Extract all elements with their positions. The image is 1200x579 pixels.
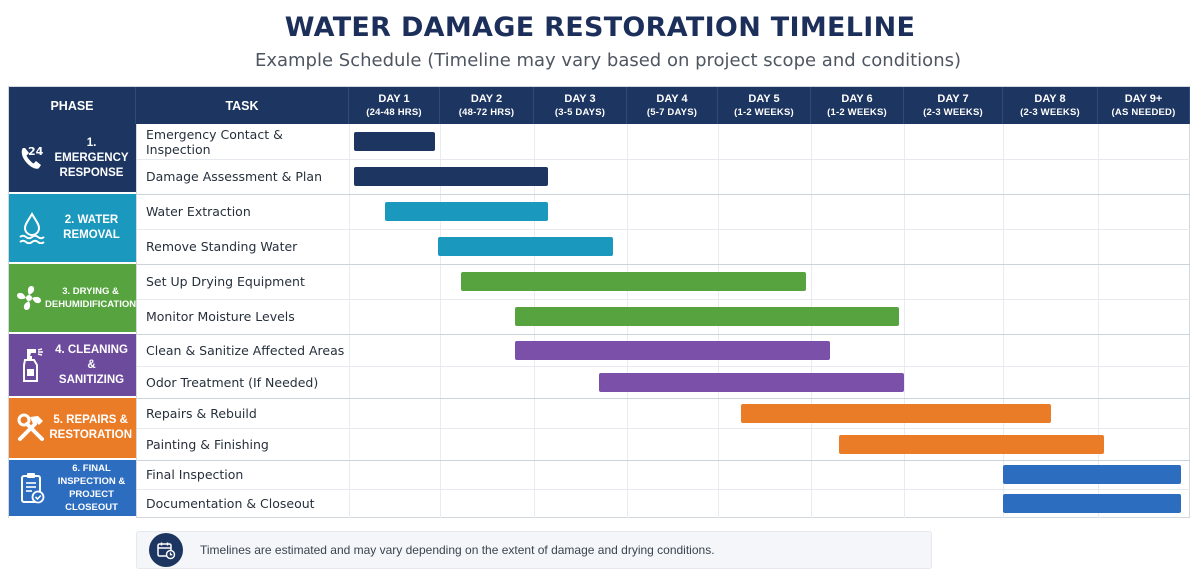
task-label: Repairs & Rebuild <box>146 405 257 421</box>
task-label: Water Extraction <box>146 204 251 219</box>
spray-bottle-icon <box>9 347 51 383</box>
day-range-label: (24-48 HRS) <box>366 107 422 118</box>
task-label: Remove Standing Water <box>146 239 298 254</box>
footnote: Timelines are estimated and may vary dep… <box>136 531 932 569</box>
day-column-header: DAY 4 (5-7 DAYS) <box>627 87 718 124</box>
phase-cell: 24 1. EMERGENCY RESPONSE <box>9 124 136 194</box>
grid-row-line <box>137 229 1190 230</box>
clipboard-check-icon <box>9 471 51 505</box>
day-column-header: DAY 7 (2-3 WEEKS) <box>904 87 1003 124</box>
phase-cell: 4. CLEANING & SANITIZING <box>9 334 136 398</box>
day-label: DAY 8 <box>1034 93 1066 105</box>
day-range-label: (1-2 WEEKS) <box>734 107 794 118</box>
svg-text:24: 24 <box>28 145 44 158</box>
phase-label: 6. FINAL INSPECTION & PROJECT CLOSEOUT <box>57 463 126 513</box>
gantt-bar <box>460 272 807 291</box>
task-label: Odor Treatment (If Needed) <box>146 374 319 390</box>
day-range-label: (3-5 DAYS) <box>554 107 606 118</box>
day-column-header: DAY 2 (48-72 HRS) <box>440 87 534 124</box>
grid-column-line <box>904 124 905 518</box>
gantt-bar <box>515 340 830 360</box>
grid-row-line <box>137 366 1190 367</box>
phase-cell: 5. REPAIRS & RESTORATION <box>9 398 136 460</box>
task-label: Set Up Drying Equipment <box>146 274 305 289</box>
grid-column-line <box>1098 124 1099 518</box>
grid-column-line <box>440 124 441 518</box>
day-label: DAY 2 <box>470 93 503 105</box>
page-subtitle: Example Schedule (Timeline may vary base… <box>254 50 962 71</box>
day-column-header: DAY 1 (24-48 HRS) <box>349 87 440 124</box>
grid-row-line <box>137 159 1190 160</box>
day-range-label: (AS NEEDED) <box>1111 107 1176 118</box>
footnote-text: Timelines are estimated and may vary dep… <box>200 543 715 557</box>
fan-icon <box>9 282 45 314</box>
phase-column-header: PHASE <box>9 87 136 124</box>
phase-label: 4. CLEANING & SANITIZING <box>55 343 128 386</box>
gantt-bar <box>599 372 904 392</box>
day-range-label: (1-2 WEEKS) <box>827 107 887 118</box>
day-column-header: DAY 6 (1-2 WEEKS) <box>811 87 904 124</box>
grid-row-line <box>137 334 1190 335</box>
grid-row-line <box>137 489 1190 490</box>
task-label: Painting & Finishing <box>146 436 269 452</box>
grid-row-line <box>137 299 1190 300</box>
phone-24-icon: 24 <box>9 142 51 174</box>
day-label: DAY 1 <box>378 93 410 105</box>
day-range-label: (2-3 WEEKS) <box>1020 107 1080 118</box>
task-label: Clean & Sanitize Affected Areas <box>146 342 345 358</box>
gantt-bar <box>438 237 614 256</box>
gantt-bar <box>353 132 436 151</box>
gantt-bar <box>353 167 548 186</box>
gantt-bar <box>1003 494 1181 513</box>
task-label: Monitor Moisture Levels <box>146 309 295 324</box>
day-label: DAY 9+ <box>1124 93 1163 105</box>
phase-label: 1. EMERGENCY RESPONSE <box>54 136 129 179</box>
day-range-label: (2-3 WEEKS) <box>923 107 983 118</box>
day-column-header: DAY 5 (1-2 WEEKS) <box>718 87 811 124</box>
phase-cell: 2. WATER REMOVAL <box>9 194 136 264</box>
gantt-bar <box>741 403 1051 423</box>
grid-row-line <box>137 460 1190 461</box>
grid-row-line <box>137 428 1190 429</box>
day-label: DAY 3 <box>564 93 596 105</box>
water-drop-icon <box>9 212 51 244</box>
phase-cell: 3. DRYING & DEHUMIDIFICATION <box>9 264 136 334</box>
task-label: Final Inspection <box>146 467 244 482</box>
task-label: Damage Assessment & Plan <box>146 169 322 184</box>
phase-cell: 6. FINAL INSPECTION & PROJECT CLOSEOUT <box>9 460 136 518</box>
day-label: DAY 7 <box>937 93 969 105</box>
day-column-header: DAY 9+ (AS NEEDED) <box>1098 87 1190 124</box>
hammer-wrench-icon <box>9 412 49 444</box>
task-label: Emergency Contact & Inspection <box>146 126 283 157</box>
calendar-clock-icon <box>149 533 183 567</box>
grid-column-line <box>349 124 350 518</box>
task-column-divider <box>136 124 137 518</box>
day-range-label: (5-7 DAYS) <box>646 107 698 118</box>
day-column-header: DAY 3 (3-5 DAYS) <box>534 87 627 124</box>
gantt-bar <box>1003 465 1181 484</box>
grid-column-line <box>1003 124 1004 518</box>
phase-label: 2. WATER REMOVAL <box>63 214 120 241</box>
gantt-bar <box>515 307 900 326</box>
phase-label: 5. REPAIRS & RESTORATION <box>49 414 132 441</box>
phase-label: 3. DRYING & DEHUMIDIFICATION <box>45 286 137 310</box>
page-title: WATER DAMAGE RESTORATION TIMELINE <box>284 12 916 43</box>
gantt-bar <box>838 434 1105 454</box>
day-label: DAY 5 <box>748 93 780 105</box>
grid-row-line <box>137 264 1190 265</box>
timeline-grid: PHASE TASK DAY 1 (24-48 HRS) DAY 2 (48-72 H… <box>8 86 1190 518</box>
day-column-header: DAY 8 (2-3 WEEKS) <box>1003 87 1098 124</box>
day-label: DAY 4 <box>656 93 688 105</box>
day-label: DAY 6 <box>841 93 873 105</box>
gantt-bar <box>385 202 548 221</box>
day-range-label: (48-72 HRS) <box>458 107 515 118</box>
grid-row-line <box>137 398 1190 399</box>
task-label: Documentation & Closeout <box>146 496 315 511</box>
task-column-header: TASK <box>136 87 349 124</box>
grid-row-line <box>137 194 1190 195</box>
